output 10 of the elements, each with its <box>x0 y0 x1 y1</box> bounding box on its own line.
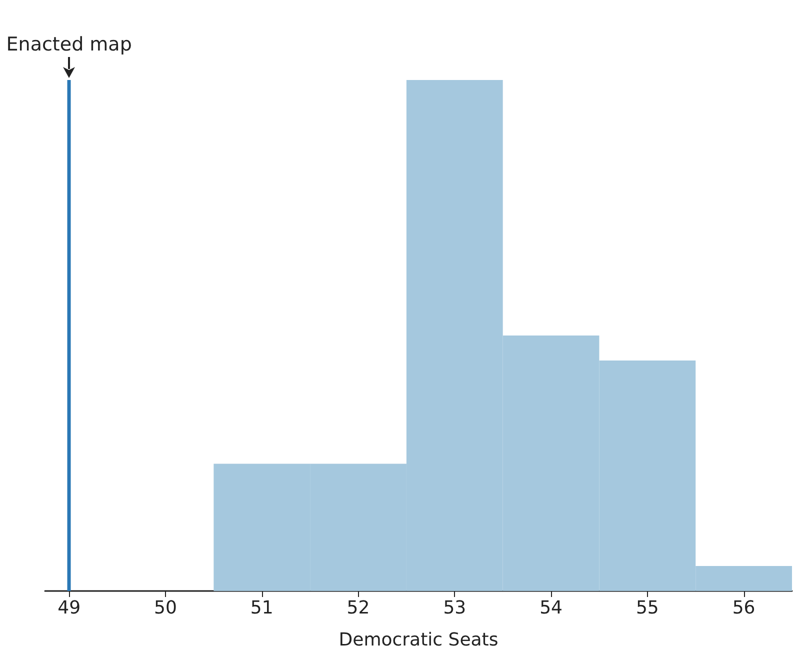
x-tick-label: 49 <box>58 598 81 618</box>
x-tick-label: 56 <box>732 598 756 618</box>
x-tick-label: 54 <box>540 598 562 618</box>
x-tick-label: 52 <box>346 598 370 618</box>
x-axis-title: Democratic Seats <box>338 630 498 650</box>
x-tick-label: 51 <box>250 598 274 618</box>
ref-line-label: Enacted map <box>6 34 132 56</box>
x-tick-label: 53 <box>443 598 466 618</box>
x-tick-label: 50 <box>154 598 177 618</box>
x-tick-label: 55 <box>636 598 659 618</box>
